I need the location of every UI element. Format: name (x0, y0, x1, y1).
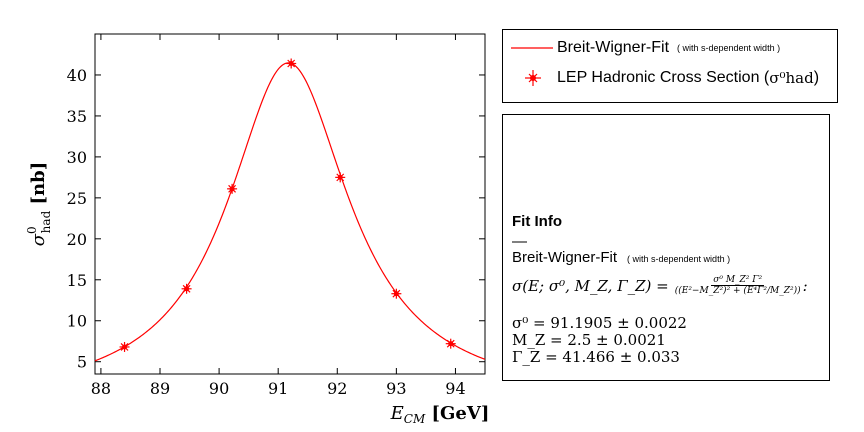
legend-marker-swatch (503, 68, 557, 88)
x-tick-label: 91 (268, 379, 288, 398)
y-tick-label: 35 (67, 107, 87, 126)
data-point (181, 283, 192, 294)
formula-lhs: σ(E; σ⁰, M_Z, Γ_Z) = (512, 276, 669, 295)
breit-wigner-fit-line (94, 62, 486, 362)
y-tick-label: 40 (67, 66, 87, 85)
x-tick-label: 92 (327, 379, 347, 398)
data-point (286, 58, 297, 69)
x-tick-label: 90 (209, 379, 229, 398)
lep-data-points (119, 58, 456, 352)
formula-fraction: σ⁰ M_Z² Γ² ((E²−M_Z²)² + (E⁴Γ²/M_Z²)) (673, 275, 803, 296)
fit-formula: σ(E; σ⁰, M_Z, Γ_Z) = σ⁰ M_Z² Γ² ((E²−M_Z… (512, 275, 808, 296)
y-tick-label: 5 (77, 353, 87, 372)
legend-fit-note: ( with s-dependent width ) (677, 43, 781, 53)
y-tick-label: 20 (67, 230, 87, 249)
fit-param-sigma0: σ⁰ = 91.1905 ± 0.0022 (512, 314, 687, 332)
data-point (227, 183, 238, 194)
fit-model-label: Breit-Wigner-Fit (512, 249, 618, 266)
formula-numerator: σ⁰ M_Z² Γ² (711, 275, 765, 286)
y-tick-label: 15 (67, 271, 87, 290)
fit-info-panel: Fit Info — Breit-Wigner-Fit ( with s-depe… (502, 114, 830, 381)
x-tick-label: 89 (150, 379, 170, 398)
plot-frame (94, 33, 486, 375)
y-tick-label: 10 (67, 312, 87, 331)
legend-data-close: ) (813, 69, 820, 86)
x-axis-label: ECM [GeV] (390, 403, 490, 426)
x-tick-label: 88 (91, 379, 111, 398)
legend-data-label: LEP Hadronic Cross Section ( (557, 69, 770, 86)
y-axis-label: σ0had [nb] (25, 162, 53, 247)
legend: Breit-Wigner-Fit ( with s-dependent widt… (502, 29, 838, 103)
legend-line-swatch (503, 38, 557, 58)
legend-fit-label: Breit-Wigner-Fit (557, 39, 670, 56)
legend-entry-fit: Breit-Wigner-Fit ( with s-dependent widt… (503, 38, 780, 58)
fit-model-note: ( with s-dependent width ) (627, 254, 731, 264)
data-point (335, 172, 346, 183)
fit-info-divider: — (512, 233, 527, 250)
fit-info-title: Fit Info (512, 213, 562, 230)
legend-entry-data: LEP Hadronic Cross Section ( σ⁰had ) (503, 68, 819, 88)
axis-ticks: 88 89 90 91 92 93 94 5 10 15 20 25 30 35 40 (67, 34, 485, 398)
formula-tail: : (802, 276, 808, 295)
x-tick-label: 93 (386, 379, 406, 398)
y-tick-label: 30 (67, 148, 87, 167)
fit-model-name: Breit-Wigner-Fit ( with s-dependent width… (512, 249, 730, 266)
formula-denominator: ((E²−M_Z²)² + (E⁴Γ²/M_Z²)) (674, 286, 801, 296)
fit-param-mz: M_Z = 2.5 ± 0.0021 (512, 331, 666, 349)
legend-data-math: σ⁰had (769, 69, 814, 87)
data-point (119, 341, 130, 352)
data-point (391, 288, 402, 299)
y-tick-label: 25 (67, 189, 87, 208)
fit-param-gammaz: Γ_Z = 41.466 ± 0.033 (512, 348, 680, 366)
x-tick-label: 94 (445, 379, 465, 398)
data-point (445, 338, 456, 349)
